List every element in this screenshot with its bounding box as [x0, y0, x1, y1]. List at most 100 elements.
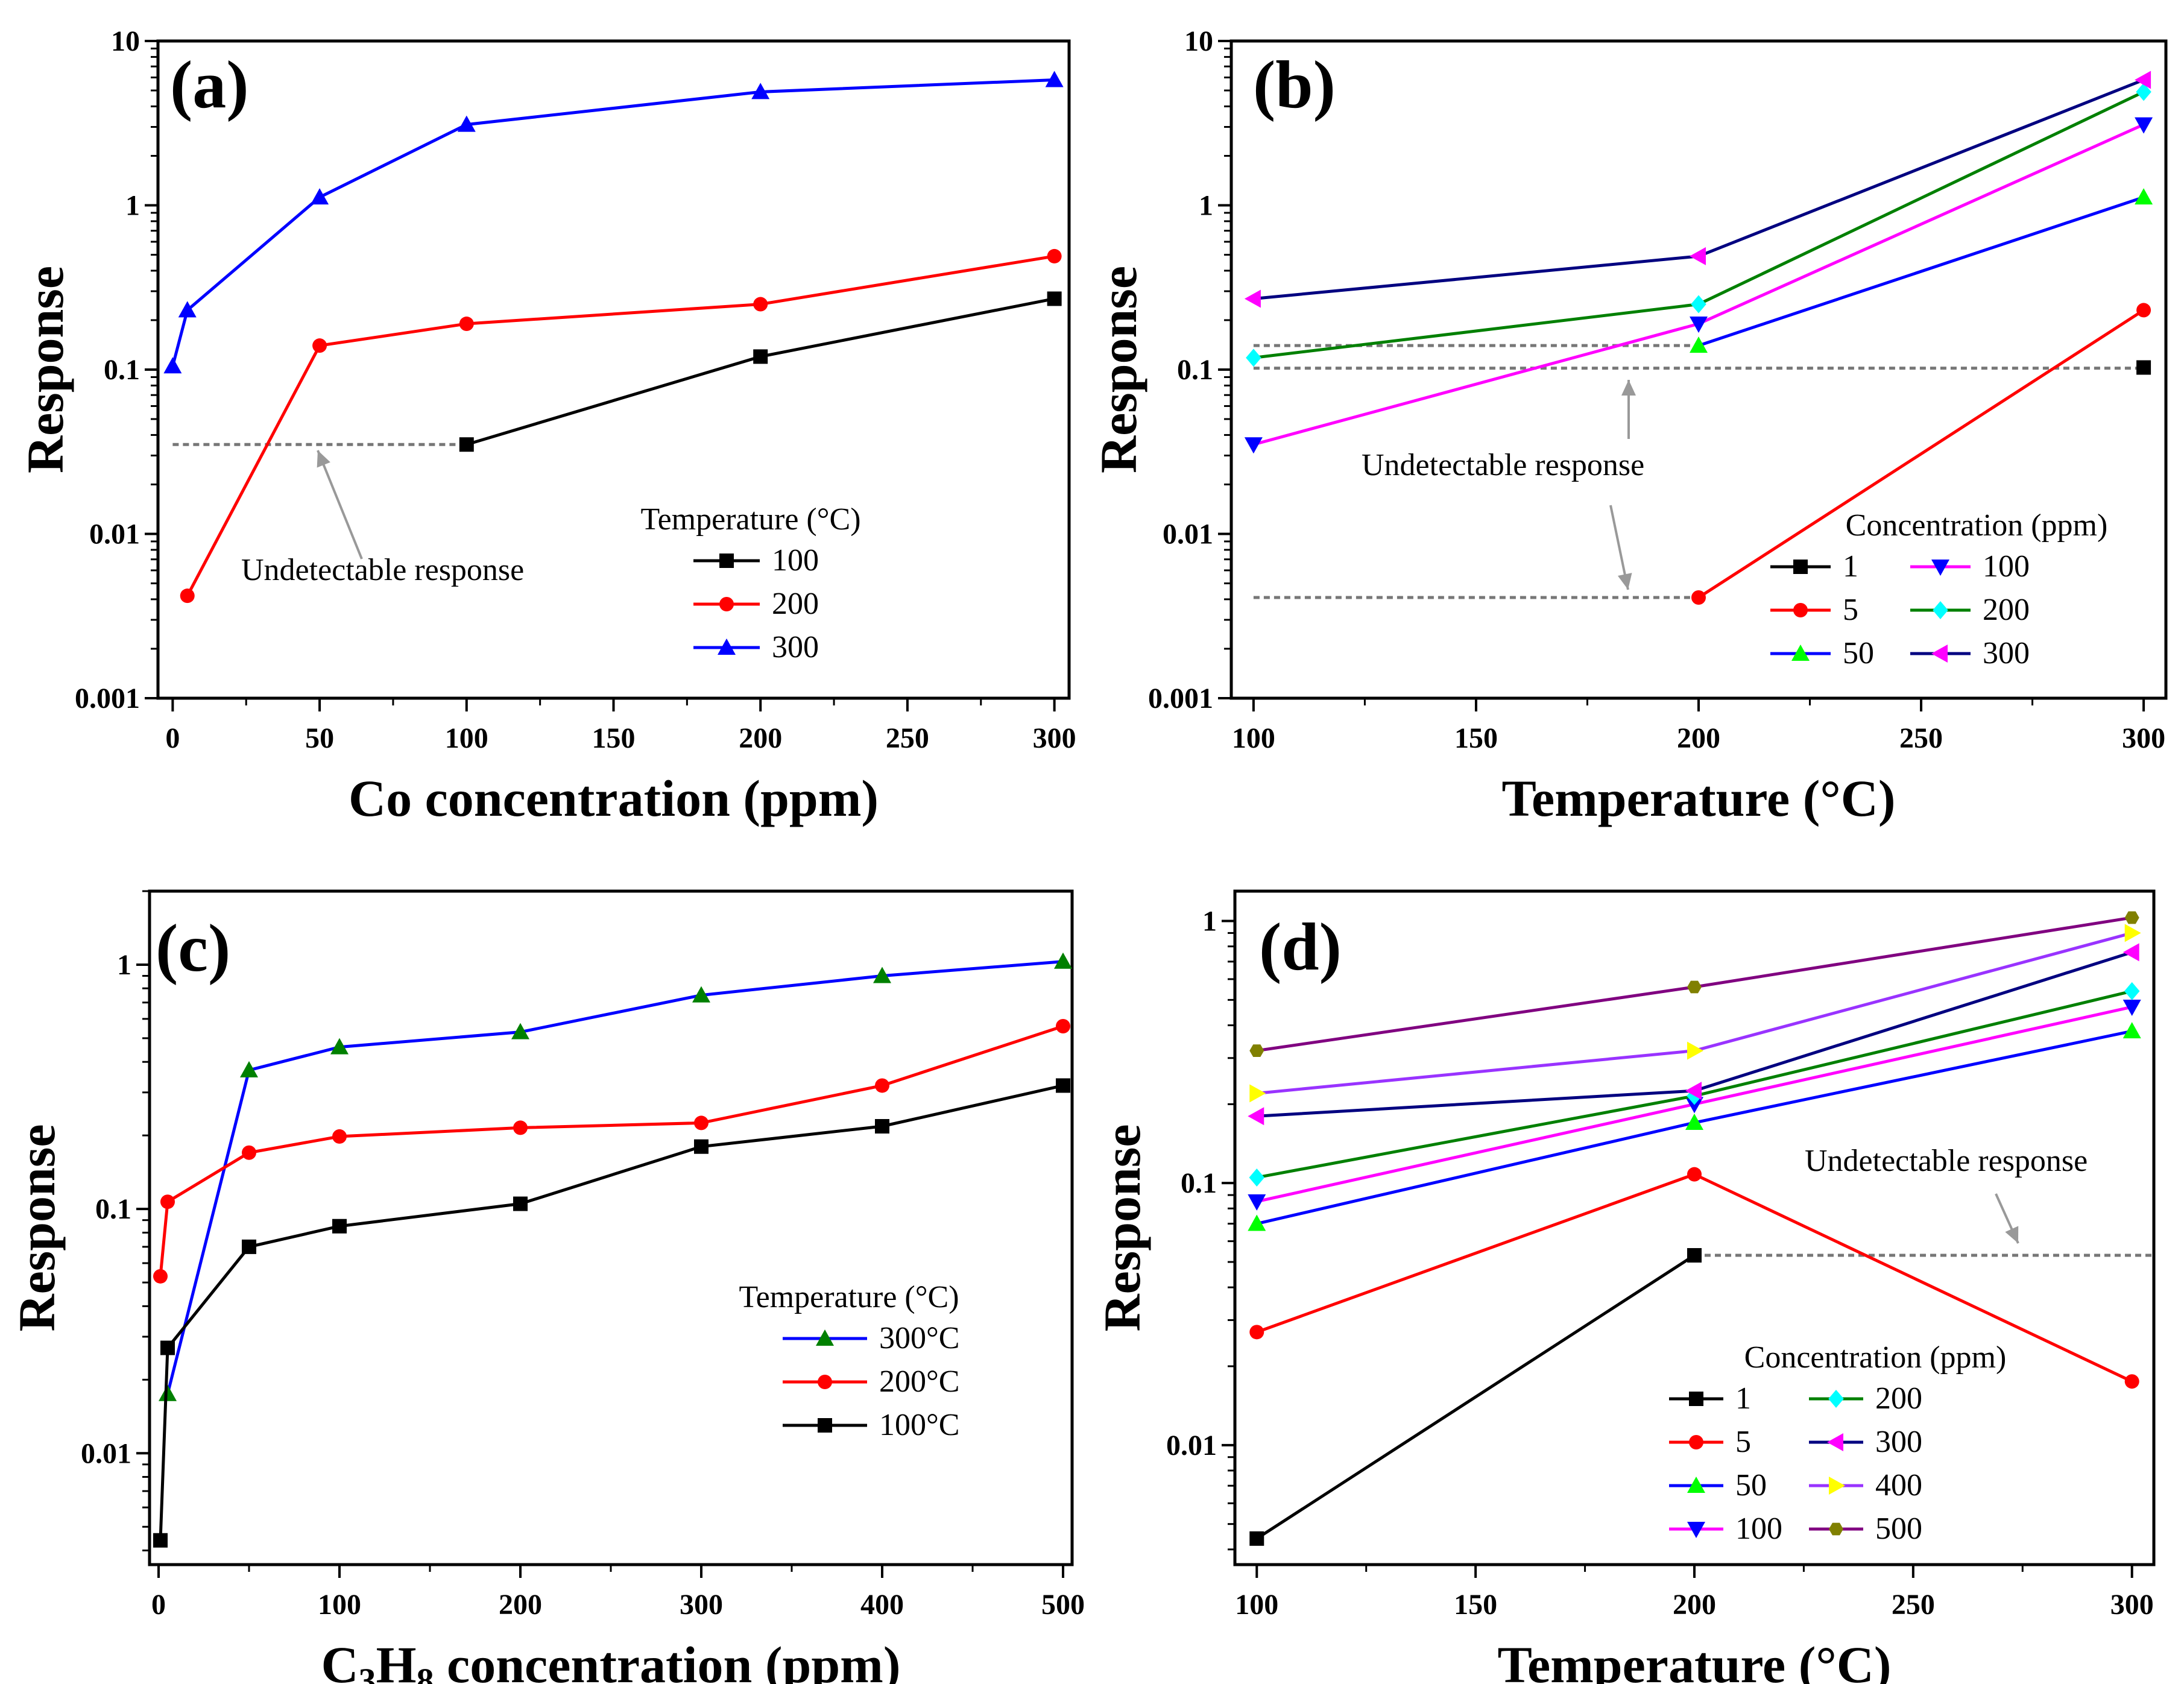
x-tick-label: 150 [1454, 1589, 1497, 1621]
data-point [1056, 1018, 1070, 1033]
data-point [153, 1269, 168, 1284]
data-point [1056, 1078, 1070, 1093]
data-point [153, 1533, 168, 1548]
legend-label: 300 [1875, 1425, 1922, 1459]
data-point [180, 588, 195, 604]
x-axis-label-part: H [376, 1636, 417, 1684]
y-tick-label: 0.01 [89, 519, 140, 550]
data-point [2124, 1374, 2139, 1389]
legend-label: 100 [772, 543, 819, 578]
x-tick-label: 500 [1041, 1589, 1085, 1621]
x-tick-label: 100 [318, 1589, 361, 1621]
y-tick-label: 10 [1184, 25, 1213, 57]
data-point [1687, 980, 1702, 994]
legend: Concentration (ppm) 1 5 50 100 200 300 400 500 [1669, 1340, 2006, 1546]
x-tick-label: 250 [1892, 1589, 1935, 1621]
legend-marker [718, 639, 736, 655]
x-tick-label: 50 [305, 722, 334, 754]
y-tick-label: 0.01 [81, 1437, 131, 1469]
x-tick-label: 0 [151, 1589, 166, 1621]
data-point [160, 1340, 175, 1355]
data-point [1246, 348, 1261, 367]
y-tick-label: 10 [111, 25, 140, 57]
x-tick-label: 300 [1033, 722, 1076, 754]
panel-c-frame [148, 889, 1074, 1566]
legend-marker [1828, 1390, 1844, 1408]
x-axis-label: Temperature (°C) [1498, 1636, 1892, 1684]
data-point [1249, 1044, 1264, 1058]
data-point [1249, 1325, 1264, 1340]
series-line [1697, 309, 2145, 599]
data-point [1690, 336, 1708, 353]
data-point [457, 115, 476, 132]
legend-item: 100 [693, 543, 819, 578]
data-point [751, 83, 770, 99]
legend-item: 200 [1910, 593, 2030, 627]
legend-label: 200°C [879, 1364, 959, 1399]
y-tick-label: 0.1 [104, 354, 140, 386]
legend-marker [1933, 601, 1948, 619]
series-300 [1244, 71, 2151, 308]
annotation-arrowhead [1617, 573, 1632, 590]
x-axis-label: C3H8 concentration (ppm) [321, 1636, 901, 1684]
data-point [692, 986, 710, 1003]
panel-b: 100 150 200 250 3000.0010.010.1110ResponseTe… [1090, 25, 2168, 827]
data-point [511, 1023, 529, 1039]
series-300 [163, 71, 1064, 374]
legend-label: 100 [1735, 1512, 1782, 1546]
x-axis-label: Temperature (°C) [1502, 769, 1896, 827]
legend-title: Temperature (°C) [739, 1280, 959, 1314]
data-point [160, 1194, 175, 1209]
data-point [1054, 952, 1072, 969]
legend-label: 5 [1735, 1425, 1751, 1459]
data-point [1687, 1041, 1703, 1060]
legend-item: 200°C [783, 1364, 959, 1399]
series-50 [1690, 188, 2153, 353]
series-line [159, 1024, 1064, 1277]
data-point [242, 1239, 256, 1254]
legend-item: 5 [1669, 1425, 1751, 1459]
series-500 [1249, 911, 2139, 1058]
data-point [2122, 1022, 2141, 1039]
data-point [242, 1145, 256, 1160]
data-point [875, 1078, 889, 1093]
data-point [753, 297, 768, 312]
x-axis-label-part: C [321, 1636, 359, 1684]
legend-item: 200 [1809, 1381, 1922, 1416]
data-point [1687, 1167, 1702, 1182]
panel-d: 100 150 200 250 3000.010.11ResponseTemperatu… [1093, 889, 2156, 1684]
x-axis-label-part: 3 [359, 1661, 376, 1684]
legend-label: 50 [1843, 636, 1874, 670]
annotation-arrowhead [1621, 380, 1636, 396]
series-1 [2136, 360, 2151, 375]
series-100 [459, 291, 1062, 452]
x-tick-label: 250 [886, 722, 929, 754]
panel-label: (b) [1253, 48, 1336, 122]
legend-marker [1689, 1392, 1703, 1406]
data-point [178, 301, 197, 318]
legend: Concentration (ppm) 1 5 50 100 200 300 [1770, 508, 2107, 670]
y-tick-label: 1 [1202, 906, 1217, 938]
data-point [332, 1129, 347, 1144]
y-axis-label: Response [8, 1124, 66, 1331]
y-tick-label: 0.001 [1148, 683, 1213, 714]
legend-marker [1793, 560, 1808, 574]
data-point [1249, 1531, 1264, 1546]
x-axis-label: Co concentration (ppm) [349, 769, 879, 827]
legend-marker [1829, 1477, 1845, 1495]
legend-marker [1689, 1435, 1703, 1449]
legend-marker [818, 1418, 832, 1433]
legend-item: 300°C [783, 1321, 959, 1355]
series-line [171, 78, 1055, 367]
data-point [1249, 1084, 1266, 1103]
data-point [2135, 117, 2153, 134]
data-point [2135, 71, 2151, 89]
x-tick-label: 400 [860, 1589, 904, 1621]
x-tick-label: 300 [680, 1589, 723, 1621]
legend-label: 1 [1843, 549, 1858, 584]
legend-label: 5 [1843, 593, 1858, 627]
legend-item: 100°C [783, 1408, 959, 1442]
data-point [1248, 1194, 1266, 1211]
annotation-text: Undetectable response [1362, 448, 1644, 482]
